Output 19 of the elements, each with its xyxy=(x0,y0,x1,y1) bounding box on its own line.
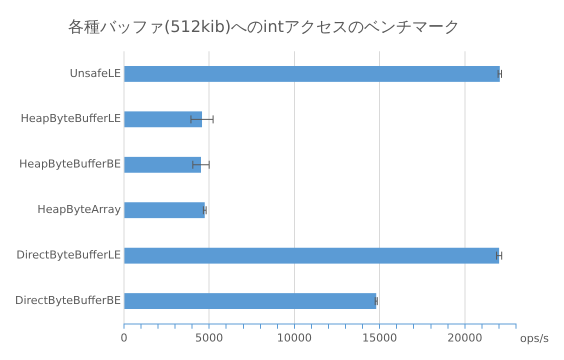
bar xyxy=(124,156,201,173)
bar xyxy=(124,111,202,128)
bar xyxy=(124,293,376,310)
x-tick-label: 5000 xyxy=(195,331,224,344)
y-tick-label: HeapByteBufferBE xyxy=(19,158,121,171)
x-tick-label: 10000 xyxy=(276,331,312,344)
chart-title: 各種バッファ(512kib)へのintアクセスのベンチマーク xyxy=(68,16,460,36)
y-tick-label: DirectByteBufferBE xyxy=(14,294,121,307)
bar xyxy=(124,66,500,82)
x-tick-label: 0 xyxy=(120,331,128,344)
x-tick-label: 20000 xyxy=(447,331,482,344)
bar xyxy=(124,248,500,264)
x-tick-label: 15000 xyxy=(362,331,398,344)
y-tick-label: UnsafeLE xyxy=(70,66,121,80)
bar xyxy=(124,202,205,218)
x-axis-title: ops/s xyxy=(520,332,550,346)
y-tick-label: HeapByteBufferLE xyxy=(20,112,121,126)
y-tick-label: DirectByteBufferLE xyxy=(16,248,121,262)
y-tick-label: HeapByteArray xyxy=(37,203,122,216)
